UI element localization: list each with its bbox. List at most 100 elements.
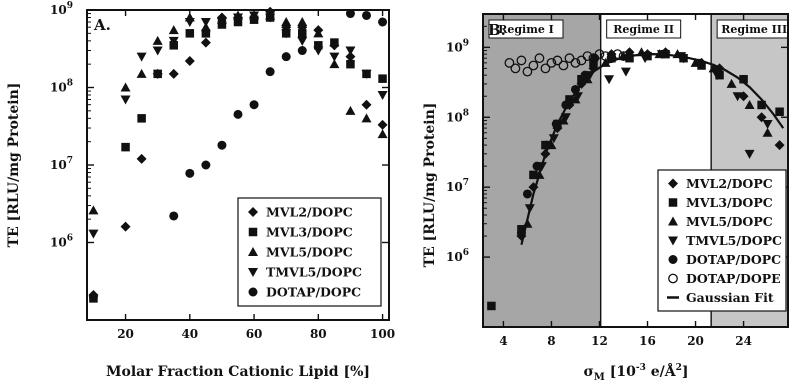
chart-a-series-tmvl5-dopc-point	[216, 18, 227, 28]
chart-a-legend-mvl2-dopc-swatch	[248, 207, 258, 217]
chart-a-legend-dotap-dopc-label: DOTAP/DOPC	[266, 285, 361, 300]
chart-a-ytick-label-exp: 9	[67, 1, 73, 11]
chart-b-series-tmvl5-dopc-point	[762, 120, 773, 130]
chart-a-series-tmvl5-dopc-point	[136, 52, 147, 62]
chart-a-series-mvl3-dopc-point	[314, 41, 323, 50]
chart-b-xtick-label-20: 20	[687, 334, 704, 348]
chart-a-series-tmvl5-dopc-point	[297, 36, 308, 46]
chart-b-series-mvl5-dopc-point	[558, 115, 569, 125]
chart-a-panel-label: A.	[93, 16, 111, 34]
chart-b-ytick-label-base: 10	[446, 180, 463, 194]
chart-a-xtick-label-60: 60	[246, 327, 263, 341]
chart-a-ytick-label-exp: 7	[67, 156, 73, 166]
chart-a-series-dotap-dopc-point	[378, 17, 388, 27]
chart-a-series-tmvl5-dopc-point	[313, 46, 324, 56]
chart-a-series-mvl3-dopc-point	[201, 29, 211, 38]
chart-b-series-mvl3-dopc-point	[607, 53, 616, 63]
chart-b-series-mvl3-dopc-point	[625, 53, 634, 63]
chart-b-series-mvl3-dopc-point	[739, 74, 748, 84]
chart-a-legend	[237, 197, 382, 307]
chart-b-series-mvl5-dopc-point	[570, 94, 581, 104]
chart-a-ytick-label-base: 10	[50, 3, 67, 17]
chart-b-series-dotap-dope-point	[522, 66, 533, 77]
chart-a-series-tmvl5-dopc-point	[152, 46, 163, 56]
chart-a-ytick-label-base: 10	[50, 81, 67, 95]
chart-a-series-mvl2-dopc-point	[136, 153, 147, 164]
chart-b-regime-2-label: Regime II	[613, 23, 674, 36]
chart-a-series-mvl2-dopc-point	[184, 55, 195, 66]
chart-a-ytick-label-exp: 8	[67, 79, 73, 89]
chart-a-series-dotap-dopc-point	[281, 52, 291, 62]
chart-b-series-mvl2-dopc-point	[756, 112, 767, 123]
chart-a-series-tmvl5-dopc-point	[329, 52, 340, 62]
chart-b-xlabel-end: ]	[682, 364, 689, 380]
chart-a-xlabel: Molar Fraction Cationic Lipid [%]	[106, 364, 370, 380]
chart-b-xlabel-exp: -3	[636, 363, 646, 373]
chart-a-series-mvl3-dopc-point	[185, 29, 195, 38]
chart-a-series-mvl2-dopc-point	[168, 68, 179, 79]
chart-b-legend-mvl2-dopc-label: MVL2/DOPC	[686, 176, 773, 191]
chart-a-series-mvl5-dopc-point	[120, 82, 131, 92]
chart-b-xtick-label-8: 8	[547, 334, 555, 348]
chart-a-series-tmvl5-dopc-point	[265, 13, 276, 23]
chart-a-series-tmvl5-dopc-point	[345, 46, 356, 56]
chart-b-series-dotap-dope-point	[600, 51, 611, 61]
chart-b-xlabel-units: [10	[605, 364, 636, 380]
chart-b-regime-3-label-box	[716, 19, 789, 39]
chart-b-ytick-label-7: 107	[446, 178, 469, 194]
chart-b-series-tmvl5-dopc-point	[620, 67, 631, 77]
chart-b-series-mvl5-dopc-point	[762, 127, 773, 137]
chart-b-series-dotap-dope-point	[570, 57, 581, 68]
chart-a-legend-mvl2-dopc-label: MVL2/DOPC	[266, 205, 353, 220]
chart-b-legend-tmvl5-dopc-swatch	[668, 236, 678, 246]
chart-a-series-mvl5-dopc-point	[345, 105, 356, 115]
chart-a-ytick-label-7: 107	[50, 156, 73, 172]
chart-a-series-tmvl5-dopc-point	[361, 69, 372, 79]
chart-a-legend-dotap-dopc-swatch	[248, 287, 258, 297]
chart-b-panel-label: B.	[488, 21, 506, 39]
chart-b-xtick-label-4: 4	[499, 334, 507, 348]
chart-a-series-mvl5-dopc-point	[136, 68, 147, 78]
chart-a-series-mvl5-dopc-point	[88, 205, 99, 215]
chart-a-series-dotap-dopc-point	[297, 46, 307, 56]
chart-b-series-dotap-dope-point	[528, 60, 539, 71]
chart-b-legend-dotap-dopc-swatch	[668, 255, 678, 264]
chart-b-legend	[657, 169, 787, 312]
chart-a-series-mvl2-dopc-point	[361, 99, 372, 110]
chart-b-frame	[482, 13, 789, 328]
chart-b-series-tmvl5-dopc-point	[604, 75, 615, 85]
chart-b-ytick-label-exp: 8	[463, 108, 469, 118]
chart-b-legend-mvl3-dopc-label: MVL3/DOPC	[686, 195, 773, 210]
chart-a-series-mvl5-dopc-point	[152, 35, 163, 45]
chart-b-regime-3-label: Regime III	[721, 23, 787, 36]
chart-b-ylabel: TE [RLU/mg Protein]	[422, 103, 438, 268]
chart-b-series-dotap-dope-point	[534, 53, 545, 64]
chart-a-series-mvl3-dopc-point	[346, 59, 355, 69]
chart-b-series-dotap-dope-point	[594, 49, 605, 60]
chart-a-series-mvl5-dopc-point	[281, 17, 292, 27]
chart-b-series-dotap-dope-point	[504, 57, 515, 68]
chart-b-series-mvl5-dopc-point	[708, 63, 719, 73]
chart-b-series-mvl3-dopc-point	[697, 61, 706, 70]
chart-b-series-tmvl5-dopc-point	[640, 54, 651, 64]
chart-b-regime-2-label-box	[606, 19, 682, 39]
chart-b-ytick-label-base: 10	[446, 40, 463, 54]
chart-a-series-mvl2-dopc-point	[345, 51, 356, 62]
chart-a-xtick-label-100: 100	[370, 327, 395, 341]
chart-b-series-dotap-dope-point	[540, 63, 551, 74]
chart-a-ytick-label-base: 10	[50, 236, 67, 250]
chart-b-series-dotap-dope-point	[546, 57, 557, 68]
chart-a-series-tmvl5-dopc-point	[233, 13, 243, 23]
chart-b-series-dotap-dope-point	[510, 63, 521, 74]
chart-b-series-dotap-dope-point	[582, 51, 593, 61]
chart-b-series-gaussian-fit-line	[520, 53, 785, 246]
chart-a-series-dotap-dopc-point	[217, 140, 227, 150]
chart-a-series-mvl2-dopc-point	[120, 221, 131, 232]
chart-b-ytick-label-9: 109	[446, 38, 469, 54]
chart-a-ytick-label-8: 108	[50, 79, 73, 95]
chart-a-series-tmvl5-dopc-point	[184, 18, 195, 28]
chart-a-series-mvl3-dopc-point	[298, 29, 307, 38]
chart-b-series-mvl3-dopc-point	[577, 74, 586, 84]
